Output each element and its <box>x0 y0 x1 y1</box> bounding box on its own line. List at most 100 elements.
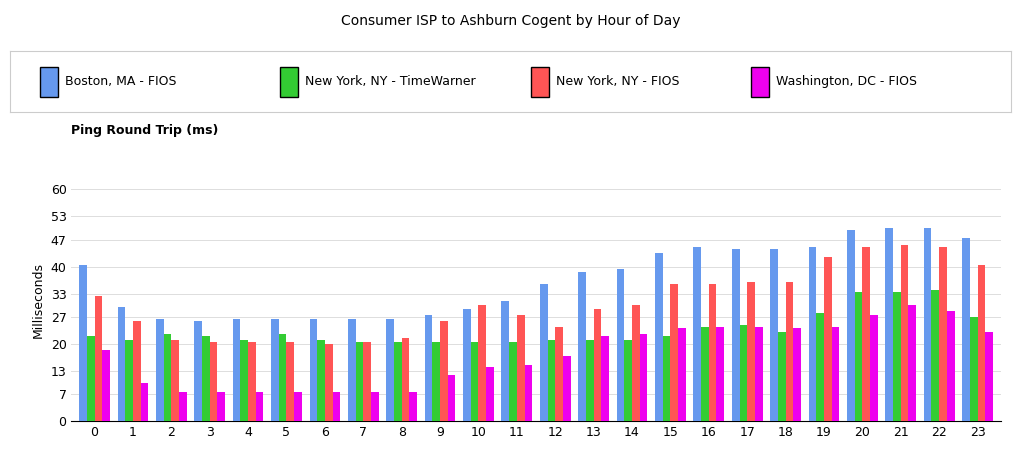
Bar <box>464 309 471 421</box>
Bar <box>946 311 955 421</box>
Bar <box>425 315 432 421</box>
Bar <box>355 342 363 421</box>
Bar <box>525 365 532 421</box>
Bar <box>217 392 225 421</box>
Bar <box>701 327 709 421</box>
Bar <box>817 313 824 421</box>
Bar <box>547 340 555 421</box>
Bar <box>509 342 517 421</box>
Bar <box>156 319 163 421</box>
Bar <box>793 329 800 421</box>
Bar <box>102 350 110 421</box>
Bar <box>432 342 440 421</box>
FancyBboxPatch shape <box>40 66 58 97</box>
Bar <box>739 325 747 421</box>
Bar <box>279 334 287 421</box>
Bar <box>732 249 739 421</box>
Y-axis label: Milliseconds: Milliseconds <box>33 262 45 337</box>
Bar <box>80 265 87 421</box>
Bar <box>194 321 202 421</box>
Bar <box>95 296 102 421</box>
Bar <box>709 284 717 421</box>
Bar <box>770 249 778 421</box>
Bar <box>970 317 977 421</box>
Bar <box>209 342 217 421</box>
Bar <box>141 382 148 421</box>
Bar <box>939 248 946 421</box>
Bar <box>248 342 255 421</box>
Bar <box>901 245 909 421</box>
Bar <box>785 282 793 421</box>
FancyBboxPatch shape <box>531 66 548 97</box>
Bar <box>87 336 95 421</box>
Bar <box>448 375 455 421</box>
Bar <box>870 315 878 421</box>
Bar <box>555 327 563 421</box>
Bar <box>517 315 525 421</box>
Text: Consumer ISP to Ashburn Cogent by Hour of Day: Consumer ISP to Ashburn Cogent by Hour o… <box>341 14 680 28</box>
Text: Ping Round Trip (ms): Ping Round Trip (ms) <box>71 124 218 137</box>
Bar <box>671 284 678 421</box>
Bar <box>386 319 394 421</box>
Bar <box>931 290 939 421</box>
Bar <box>885 228 893 421</box>
Bar <box>333 392 340 421</box>
FancyBboxPatch shape <box>750 66 769 97</box>
Bar <box>632 305 640 421</box>
Bar <box>318 340 325 421</box>
Bar <box>909 305 916 421</box>
Text: Boston, MA - FIOS: Boston, MA - FIOS <box>65 75 177 88</box>
Bar <box>394 342 401 421</box>
Bar <box>501 301 509 421</box>
Text: New York, NY - FIOS: New York, NY - FIOS <box>555 75 679 88</box>
Bar <box>240 340 248 421</box>
FancyBboxPatch shape <box>281 66 298 97</box>
Bar <box>172 340 179 421</box>
Bar <box>309 319 318 421</box>
Bar <box>202 336 209 421</box>
Bar <box>563 356 571 421</box>
Bar <box>255 392 263 421</box>
Bar <box>586 340 593 421</box>
Bar <box>640 334 647 421</box>
Text: New York, NY - TimeWarner: New York, NY - TimeWarner <box>305 75 476 88</box>
Bar <box>893 292 901 421</box>
Bar <box>663 336 671 421</box>
Bar <box>163 334 172 421</box>
Bar <box>371 392 379 421</box>
Bar <box>126 340 133 421</box>
Bar <box>855 292 863 421</box>
Bar <box>401 338 409 421</box>
Bar <box>985 332 992 421</box>
Bar <box>824 257 832 421</box>
Bar <box>809 248 817 421</box>
Bar <box>655 253 663 421</box>
Bar <box>409 392 417 421</box>
Bar <box>924 228 931 421</box>
Bar <box>847 230 855 421</box>
Bar <box>325 344 333 421</box>
Bar <box>617 269 624 421</box>
Bar <box>778 332 785 421</box>
Bar <box>287 342 294 421</box>
Bar <box>348 319 355 421</box>
Bar <box>272 319 279 421</box>
Bar <box>117 307 126 421</box>
Bar <box>133 321 141 421</box>
Bar <box>601 336 609 421</box>
Bar <box>363 342 371 421</box>
Bar <box>578 272 586 421</box>
Bar <box>747 282 755 421</box>
Bar <box>233 319 240 421</box>
Bar <box>863 248 870 421</box>
Bar <box>832 327 839 421</box>
Bar <box>540 284 547 421</box>
Bar <box>755 327 763 421</box>
Bar <box>977 265 985 421</box>
Bar <box>693 248 701 421</box>
Bar <box>179 392 187 421</box>
Bar <box>479 305 486 421</box>
Bar <box>440 321 448 421</box>
Bar <box>962 238 970 421</box>
Bar <box>593 309 601 421</box>
